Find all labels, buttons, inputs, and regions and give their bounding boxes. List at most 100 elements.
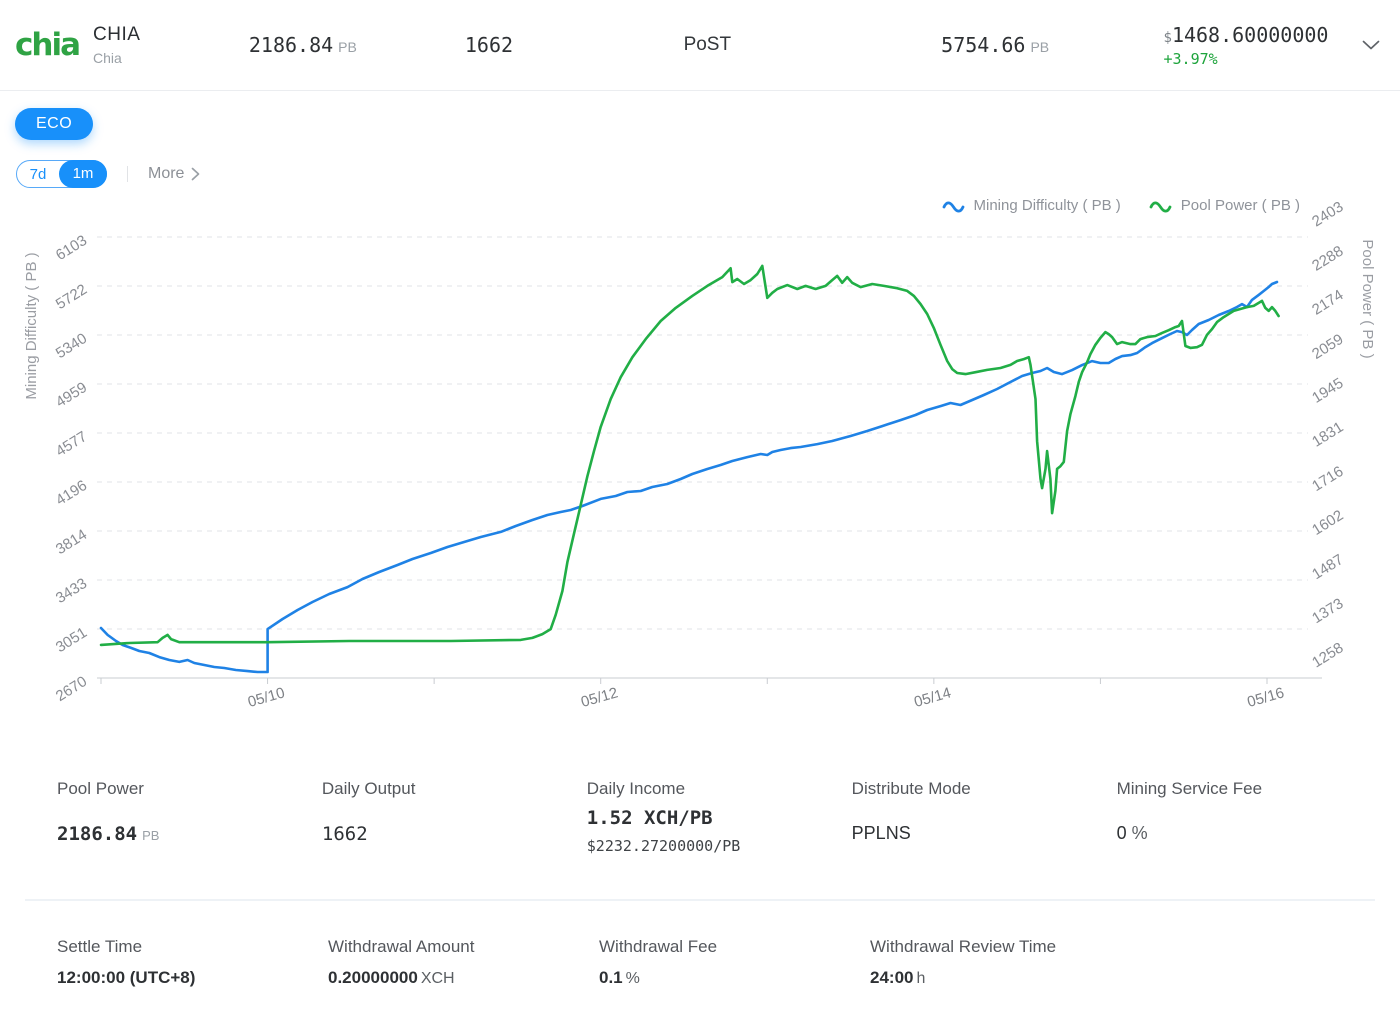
header-stat-network-power: 5754.66 PB — [839, 33, 1152, 57]
svg-text:2059: 2059 — [1309, 331, 1346, 363]
legend-label: Pool Power ( PB ) — [1180, 197, 1300, 214]
range-toggle: 7d 1m — [16, 160, 107, 188]
stat-withdrawal-amount: Withdrawal Amount 0.20000000 XCH — [328, 937, 599, 988]
pool-power-unit: PB — [338, 39, 357, 55]
legend-label: Mining Difficulty ( PB ) — [973, 197, 1121, 214]
svg-text:05/12: 05/12 — [579, 684, 620, 711]
svg-text:3051: 3051 — [53, 624, 90, 656]
stat-mining-service-fee: Mining Service Fee 0% — [1117, 779, 1400, 855]
svg-text:05/16: 05/16 — [1245, 684, 1286, 711]
stat-withdrawal-review-time: Withdrawal Review Time 24:00 h — [870, 937, 1141, 988]
stat-label: Withdrawal Amount — [328, 937, 475, 956]
stat-value: 12:00:00 (UTC+8) — [57, 968, 196, 987]
stat-label: Distribute Mode — [851, 779, 971, 798]
stat-withdrawal-fee: Withdrawal Fee 0.1% — [599, 937, 870, 988]
stat-pool-power: Pool Power 2186.84 PB — [57, 779, 322, 855]
svg-text:1602: 1602 — [1309, 507, 1346, 539]
stat-label: Settle Time — [57, 937, 143, 956]
stat-distribute-mode: Distribute Mode PPLNS — [852, 779, 1117, 855]
coin-symbol: CHIA — [93, 24, 141, 45]
svg-text:1716: 1716 — [1309, 463, 1346, 495]
line-chart[interactable]: 2670 3051 3433 3814 4196 4577 4959 5340 5722 6103… — [0, 195, 1400, 719]
svg-text:3814: 3814 — [53, 526, 90, 558]
header-stat-pool-power: 2186.84 PB — [204, 33, 403, 57]
svg-text:5340: 5340 — [53, 330, 90, 362]
stat-settle-time: Settle Time 12:00:00 (UTC+8) — [57, 937, 328, 988]
more-link[interactable]: More — [148, 165, 200, 183]
legend-mining-difficulty[interactable]: Mining Difficulty ( PB ) — [942, 197, 1121, 214]
section-divider — [25, 899, 1375, 901]
top-bar: chia CHIA Chia 2186.84 PB 1662 PoST 5754.… — [0, 0, 1400, 91]
price-change: +3.97% — [1163, 49, 1218, 68]
stat-label: Withdrawal Review Time — [870, 937, 1057, 956]
network-power-unit: PB — [1030, 39, 1050, 55]
controls-divider — [127, 166, 128, 182]
chevron-right-icon — [192, 167, 200, 181]
stat-value: 1.52 XCH/PB — [586, 807, 713, 829]
stat-unit: h — [916, 970, 926, 987]
coin-price: $1468.60000000 +3.97% — [1152, 23, 1363, 68]
svg-text:1258: 1258 — [1309, 639, 1346, 671]
svg-text:05/10: 05/10 — [246, 684, 287, 711]
svg-text:2174: 2174 — [1309, 286, 1346, 318]
chart-controls: 7d 1m More — [16, 160, 1400, 188]
legend-pool-power[interactable]: Pool Power ( PB ) — [1149, 197, 1300, 214]
daily-output-value: 1662 — [464, 33, 514, 57]
algorithm-value: PoST — [683, 34, 732, 55]
svg-text:Pool Power ( PB ): Pool Power ( PB ) — [1359, 239, 1376, 358]
stat-value: 1662 — [321, 823, 368, 845]
svg-text:3433: 3433 — [53, 575, 90, 607]
stat-value: 0.20000000 — [328, 968, 418, 987]
more-label: More — [148, 165, 185, 182]
chia-logo: chia — [15, 27, 81, 63]
svg-text:2403: 2403 — [1309, 198, 1346, 230]
stat-daily-output: Daily Output 1662 — [322, 779, 587, 855]
svg-text:1945: 1945 — [1309, 375, 1346, 407]
pool-stats-row: Pool Power 2186.84 PB Daily Output 1662 D… — [0, 779, 1400, 855]
stat-label: Pool Power — [57, 779, 144, 798]
chevron-down-icon — [1362, 40, 1380, 50]
svg-text:05/14: 05/14 — [912, 684, 953, 711]
svg-text:Mining Difficulty ( PB ): Mining Difficulty ( PB ) — [23, 252, 40, 399]
stat-unit: PB — [142, 828, 160, 843]
stat-value: 0 — [1116, 823, 1127, 843]
svg-text:4577: 4577 — [53, 428, 90, 460]
svg-text:5722: 5722 — [53, 281, 90, 313]
stat-subvalue: $2232.27200000/PB — [586, 837, 741, 855]
svg-text:4196: 4196 — [53, 477, 90, 509]
wave-icon — [942, 201, 964, 212]
stat-daily-income: Daily Income 1.52 XCH/PB $2232.27200000/… — [587, 779, 852, 855]
svg-text:1831: 1831 — [1309, 419, 1346, 451]
svg-text:2288: 2288 — [1309, 243, 1346, 275]
withdraw-stats-row: Settle Time 12:00:00 (UTC+8) Withdrawal … — [0, 937, 1400, 988]
stat-label: Withdrawal Fee — [599, 937, 718, 956]
stat-unit: % — [625, 970, 640, 987]
header-stat-daily-output: 1662 — [402, 33, 576, 57]
wave-icon — [1149, 201, 1172, 212]
svg-text:4959: 4959 — [53, 379, 90, 411]
price-value: 1468.60000000 — [1171, 22, 1329, 47]
price-currency: $ — [1163, 29, 1172, 46]
collapse-toggle[interactable] — [1362, 40, 1380, 50]
network-power-value: 5754.66 — [941, 33, 1026, 57]
eco-badge[interactable]: ECO — [15, 108, 94, 140]
stat-value: 24:00 — [870, 968, 914, 987]
stat-value: 0.1 — [599, 968, 623, 987]
chart-legend: Mining Difficulty ( PB ) Pool Power ( PB… — [942, 197, 1300, 214]
stat-value: 2186.84 — [57, 823, 138, 845]
stat-label: Daily Output — [321, 779, 416, 798]
pool-power-value: 2186.84 — [248, 33, 334, 57]
stat-unit: % — [1131, 823, 1148, 843]
range-tab-1m[interactable]: 1m — [59, 160, 107, 188]
svg-text:6103: 6103 — [53, 232, 90, 264]
header-stat-algorithm: PoST — [576, 34, 839, 56]
stat-label: Mining Service Fee — [1116, 779, 1263, 798]
stat-value: PPLNS — [851, 823, 911, 843]
svg-text:2670: 2670 — [53, 673, 90, 705]
svg-text:1373: 1373 — [1309, 595, 1346, 627]
stat-unit: XCH — [420, 970, 455, 987]
coin-brand: chia CHIA Chia — [15, 24, 204, 66]
svg-text:1487: 1487 — [1309, 551, 1346, 583]
range-tab-7d[interactable]: 7d — [29, 165, 47, 183]
stat-label: Daily Income — [586, 779, 686, 798]
